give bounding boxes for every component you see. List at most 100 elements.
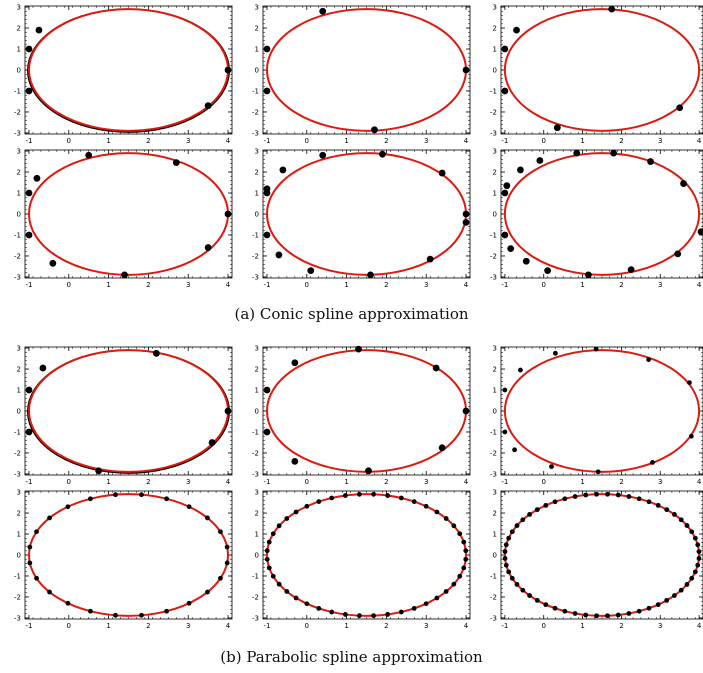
y-tick-label: -3 (14, 470, 21, 478)
y-tick-label: -1 (14, 572, 21, 580)
spline-knot-point (517, 166, 524, 174)
spline-knot-point (583, 492, 589, 498)
spline-knot-point (263, 428, 271, 436)
x-tick-label: 4 (697, 281, 702, 289)
spline-knot-point (367, 271, 374, 279)
y-tick-label: 2 (493, 510, 497, 518)
spline-knot-point (224, 407, 232, 415)
panel-a-3: -1 0 1 2 3 4 -3 -2 -1 0 1 2 3 (490, 4, 703, 145)
x-tick-label: 1 (344, 137, 348, 145)
spline-knot-point (438, 169, 446, 177)
spline-knot-point (33, 174, 41, 182)
spline-knot-point (342, 493, 348, 498)
spline-knot-point (263, 45, 271, 53)
y-tick-label: 0 (255, 552, 259, 560)
plot-frame (262, 5, 471, 135)
spline-knot-point (451, 523, 457, 529)
spline-knot-point (186, 504, 192, 510)
spline-knot-point (113, 612, 118, 618)
spline-knot-point (291, 457, 299, 465)
spline-knot-point (121, 271, 128, 279)
y-tick-label: -1 (14, 87, 21, 95)
plot-frame (24, 5, 233, 135)
spline-knot-point (501, 87, 509, 95)
ellipse-curve (27, 152, 230, 276)
spline-knot-point (527, 512, 532, 517)
spline-knot-point (543, 602, 549, 608)
spline-knot-point (304, 503, 310, 509)
panel-b-6: -1 0 1 2 3 4 -3 -2 -1 0 1 2 3 (490, 489, 703, 630)
x-tick-label: 1 (106, 622, 110, 630)
y-tick-label: 1 (17, 531, 21, 539)
spline-knot-point (172, 159, 180, 166)
x-tick-label: 2 (146, 478, 150, 486)
ellipse-curve (265, 493, 468, 617)
spline-knot-point (503, 182, 511, 190)
spline-knot-point (47, 515, 52, 521)
x-tick-label: -1 (263, 137, 270, 145)
ellipse-curve (503, 349, 701, 473)
y-tick-label: -1 (490, 572, 497, 580)
plot-area (27, 493, 230, 617)
x-tick-label: -1 (501, 281, 508, 289)
spline-knot-point (25, 231, 33, 239)
spline-knot-point (34, 575, 39, 581)
spline-knot-point (423, 601, 429, 607)
spline-knot-point (562, 608, 568, 614)
spline-knot-point (224, 66, 232, 74)
spline-knot-point (319, 151, 327, 159)
y-tick-label: -3 (252, 470, 259, 478)
x-tick-label: 3 (658, 137, 662, 145)
spline-knot-point (646, 605, 652, 611)
y-tick-label: 3 (255, 4, 259, 12)
spline-knot-point (697, 228, 703, 236)
y-tick-label: 2 (493, 169, 497, 177)
spline-knot-point (501, 189, 509, 197)
spline-knot-point (655, 502, 661, 508)
y-tick-label: 2 (493, 25, 497, 33)
spline-knot-point (688, 433, 694, 439)
spline-knot-point (426, 255, 434, 263)
x-tick-label: 4 (464, 478, 469, 486)
spline-knot-point (451, 581, 457, 587)
x-tick-label: 4 (464, 281, 469, 289)
y-tick-label: -1 (252, 231, 259, 239)
x-tick-label: 0 (541, 622, 545, 630)
spline-knot-point (687, 380, 692, 386)
spline-knot-point (689, 575, 695, 581)
spline-knot-point (276, 581, 282, 587)
y-tick-label: 0 (17, 67, 21, 75)
y-tick-label: 2 (17, 169, 21, 177)
y-tick-label: -1 (252, 428, 259, 436)
x-tick-label: -1 (501, 137, 508, 145)
x-tick-label: -1 (25, 622, 32, 630)
plot-frame (24, 149, 233, 279)
spline-knot-point (461, 539, 467, 545)
y-tick-label: 3 (255, 489, 259, 497)
x-tick-label: 3 (658, 478, 662, 486)
y-tick-label: 0 (255, 408, 259, 416)
spline-knot-point (279, 166, 287, 174)
x-tick-label: 3 (186, 281, 190, 289)
y-tick-label: -2 (252, 252, 259, 260)
panel-a-2: -1 0 1 2 3 4 -3 -2 -1 0 1 2 3 (252, 4, 471, 145)
spline-knot-point (514, 582, 520, 587)
spline-knot-point (266, 539, 272, 545)
spline-knot-point (503, 542, 509, 548)
x-tick-label: 1 (344, 281, 348, 289)
spline-knot-point (646, 357, 652, 362)
y-tick-label: 0 (17, 552, 21, 560)
y-tick-label: -2 (252, 449, 259, 457)
spline-knot-point (25, 428, 33, 436)
spline-knot-point (342, 612, 348, 617)
spline-knot-point (307, 267, 315, 275)
plot-frame (500, 346, 703, 476)
spline-knot-point (501, 45, 509, 53)
spline-knot-point (502, 556, 508, 561)
spline-knot-point (463, 556, 469, 562)
spline-knot-point (549, 464, 554, 470)
ellipse-curve (265, 8, 468, 132)
spline-knot-point (552, 499, 558, 505)
spline-knot-point (329, 609, 335, 615)
spline-knot-point (509, 529, 515, 535)
